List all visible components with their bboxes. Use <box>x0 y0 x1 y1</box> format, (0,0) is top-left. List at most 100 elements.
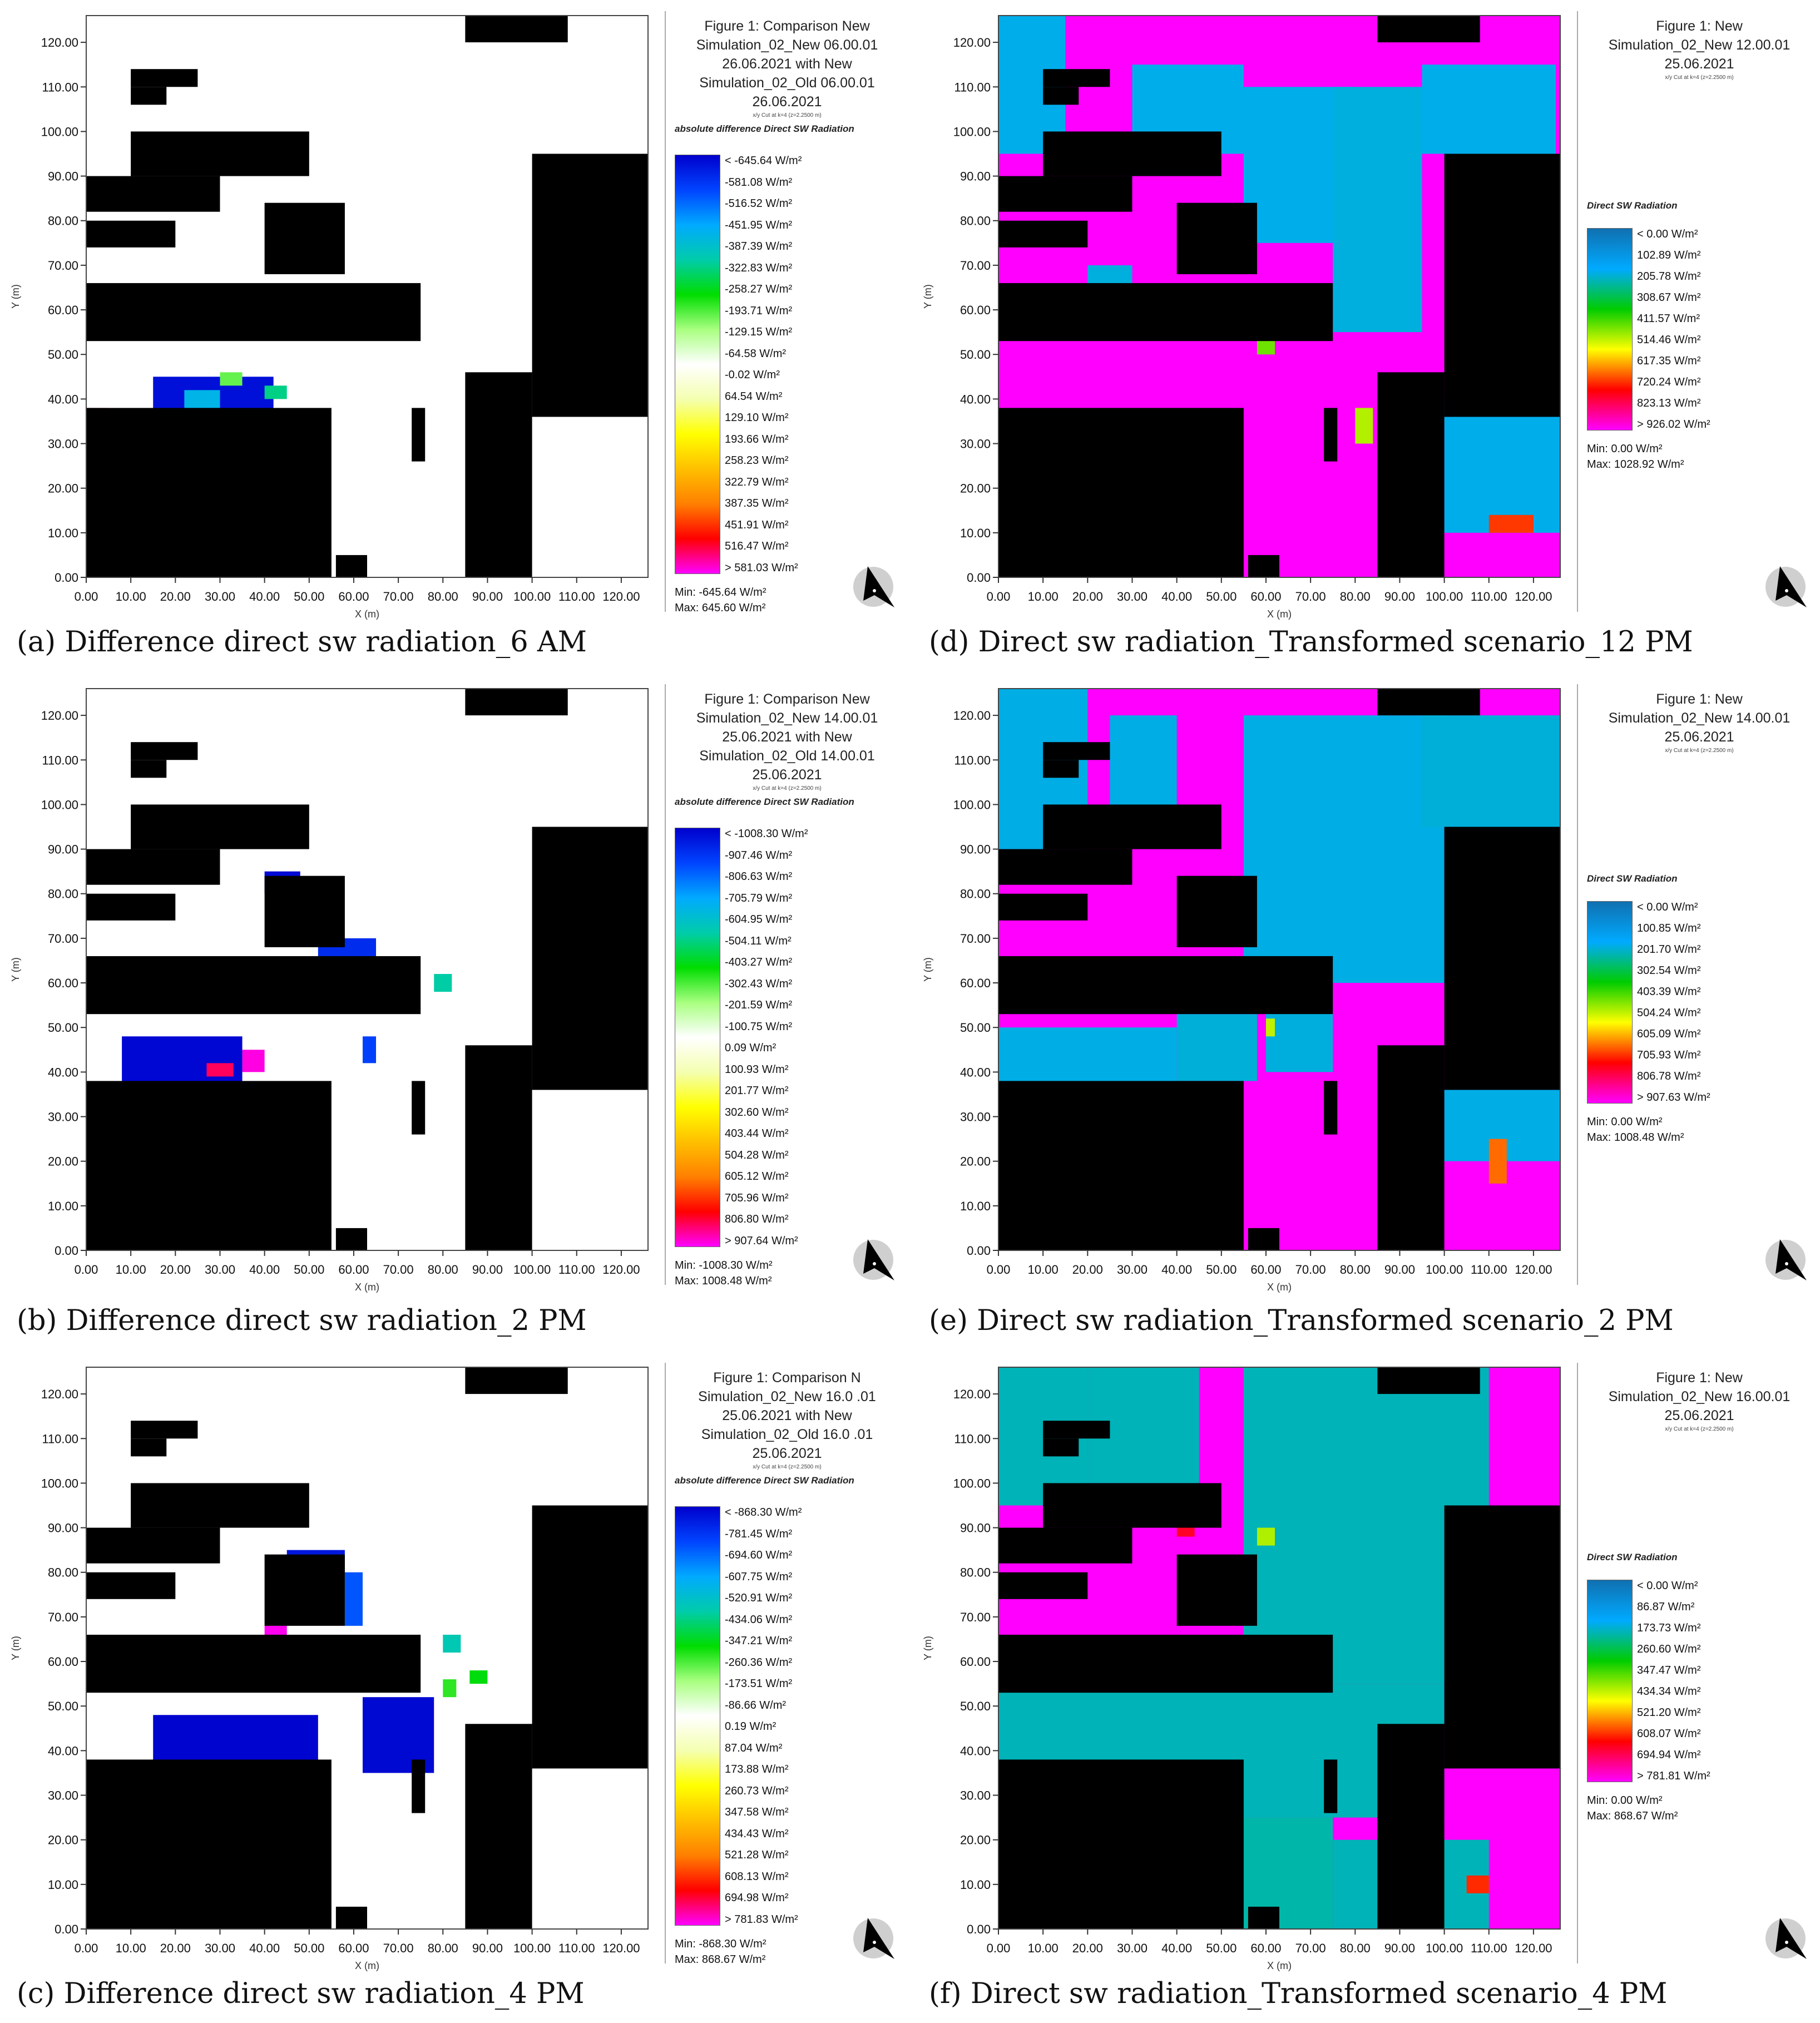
building-block <box>1377 1045 1445 1250</box>
y-tick-label: 0.00 <box>55 1922 78 1936</box>
x-tick-label: 60.00 <box>1250 1941 1281 1955</box>
colorbar-label: -451.95 W/m² <box>725 219 793 231</box>
y-tick-label: 90.00 <box>48 170 78 184</box>
colorbar-label: 694.98 W/m² <box>725 1892 789 1904</box>
y-tick-label: 30.00 <box>48 1110 78 1124</box>
building-block <box>86 220 176 248</box>
x-tick-label: 100.00 <box>1426 590 1463 604</box>
building-block <box>532 827 648 1090</box>
x-axis-label: X (m) <box>355 609 379 620</box>
legend-title-line: Simulation_02_New 14.00.01 <box>1608 710 1791 726</box>
building-block <box>532 154 648 417</box>
building-block <box>131 1483 309 1528</box>
y-tick-label: 120.00 <box>41 1387 78 1401</box>
y-tick-label: 30.00 <box>960 1110 991 1124</box>
building-block <box>998 408 1244 577</box>
y-tick-label: 90.00 <box>960 843 991 857</box>
building-block <box>131 87 167 105</box>
north-arrow-icon <box>1763 1235 1813 1285</box>
colorbar-label: -387.39 W/m² <box>725 240 793 253</box>
building-block <box>1176 1554 1257 1626</box>
x-tick-label: 100.00 <box>513 1263 551 1277</box>
colorbar-label: 173.88 W/m² <box>725 1763 789 1775</box>
x-tick-label: 90.00 <box>472 590 503 604</box>
north-arrow-icon <box>1763 562 1813 612</box>
colorbar-label: 608.13 W/m² <box>725 1870 789 1883</box>
building-block <box>1043 1483 1221 1528</box>
x-tick-label: 10.00 <box>1028 1941 1059 1955</box>
legend-separator <box>1577 1363 1578 1963</box>
colorbar <box>1587 1580 1633 1782</box>
x-axis-label: X (m) <box>1267 1960 1292 1971</box>
x-tick-label: 30.00 <box>205 1941 235 1955</box>
x-tick-label: 40.00 <box>1161 1941 1192 1955</box>
colorbar-label: 87.04 W/m² <box>725 1742 783 1754</box>
x-tick-label: 30.00 <box>205 1263 235 1277</box>
panel-d: 0.00 10.00 20.00 30.00 40.00 50.00 60.00 70.00 8… <box>912 0 1819 670</box>
x-tick-label: 10.00 <box>1028 1263 1059 1277</box>
x-tick-label: 100.00 <box>1426 1941 1463 1955</box>
colorbar-label: 100.93 W/m² <box>725 1063 789 1076</box>
y-tick-label: 110.00 <box>42 753 78 767</box>
y-tick-label: 70.00 <box>48 259 78 273</box>
x-tick-label: 120.00 <box>602 590 640 604</box>
colorbar-label: 504.24 W/m² <box>1637 1007 1701 1019</box>
colorbar-label: 608.07 W/m² <box>1637 1728 1701 1740</box>
building-block <box>1444 827 1560 1090</box>
colorbar-label: 100.85 W/m² <box>1637 922 1701 934</box>
colorbar-label: -520.91 W/m² <box>725 1592 793 1604</box>
colorbar-label: 411.57 W/m² <box>1637 313 1700 325</box>
colorbar-label: -694.60 W/m² <box>725 1549 793 1561</box>
x-tick-label: 50.00 <box>294 590 324 604</box>
building-block <box>412 1759 426 1813</box>
min-value: Min: -868.30 W/m² <box>675 1937 766 1950</box>
building-block <box>412 1081 426 1135</box>
x-tick-label: 50.00 <box>1206 1941 1237 1955</box>
y-tick-label: 40.00 <box>960 1744 991 1758</box>
legend-title-line: 25.06.2021 <box>1664 1408 1734 1423</box>
building-block <box>86 1634 421 1693</box>
panel-caption: (b) Difference direct sw radiation_2 PM <box>17 1304 587 1337</box>
legend-title-line: Simulation_02_Old 06.00.01 <box>699 75 875 91</box>
building-block <box>86 283 421 342</box>
colorbar-label: 605.12 W/m² <box>725 1170 789 1183</box>
x-tick-label: 70.00 <box>383 1941 414 1955</box>
colorbar <box>675 1506 720 1926</box>
min-value: Min: -645.64 W/m² <box>675 586 766 599</box>
colorbar-label: 129.10 W/m² <box>725 412 789 424</box>
x-tick-label: 110.00 <box>558 1941 595 1955</box>
colorbar-label: 347.58 W/m² <box>725 1806 789 1818</box>
colorbar-label: 347.47 W/m² <box>1637 1664 1701 1676</box>
x-tick-label: 110.00 <box>1471 1263 1507 1277</box>
cut-subtitle: x/y Cut at k=4 (z=2.2500 m) <box>753 785 822 792</box>
y-tick-label: 100.00 <box>41 125 78 139</box>
y-tick-label: 90.00 <box>48 843 78 857</box>
colorbar-label: 516.47 W/m² <box>725 540 789 552</box>
x-tick-label: 100.00 <box>513 1941 551 1955</box>
x-tick-label: 30.00 <box>1117 1263 1148 1277</box>
colorbar-label: 258.23 W/m² <box>725 454 789 467</box>
x-tick-label: 70.00 <box>383 590 414 604</box>
building-block <box>335 1906 367 1929</box>
max-value: Max: 868.67 W/m² <box>1587 1810 1678 1822</box>
y-tick-label: 90.00 <box>960 1521 991 1535</box>
y-tick-label: 110.00 <box>954 753 991 767</box>
colorbar-label: > 781.83 W/m² <box>725 1913 798 1926</box>
legend-title-line: 26.06.2021 <box>752 94 822 110</box>
colorbar-label: -581.08 W/m² <box>725 176 793 189</box>
x-tick-label: 70.00 <box>383 1263 414 1277</box>
x-axis-label: X (m) <box>355 1282 379 1293</box>
colorbar-label: 387.35 W/m² <box>725 497 789 510</box>
colorbar-label: -607.75 W/m² <box>725 1570 793 1583</box>
legend-title-line: Simulation_02_New 14.00.01 <box>696 710 878 726</box>
north-arrow-icon <box>1763 1913 1813 1963</box>
y-tick-label: 110.00 <box>42 80 78 94</box>
colorbar-label: > 926.02 W/m² <box>1637 418 1710 431</box>
y-axis-label: Y (m) <box>10 1636 21 1660</box>
x-tick-label: 10.00 <box>1028 590 1059 604</box>
building-block <box>1377 689 1480 716</box>
building-block <box>998 1081 1244 1250</box>
max-value: Max: 868.67 W/m² <box>675 1953 766 1966</box>
y-tick-label: 100.00 <box>41 798 78 812</box>
colorbar-label: 521.28 W/m² <box>725 1849 789 1861</box>
